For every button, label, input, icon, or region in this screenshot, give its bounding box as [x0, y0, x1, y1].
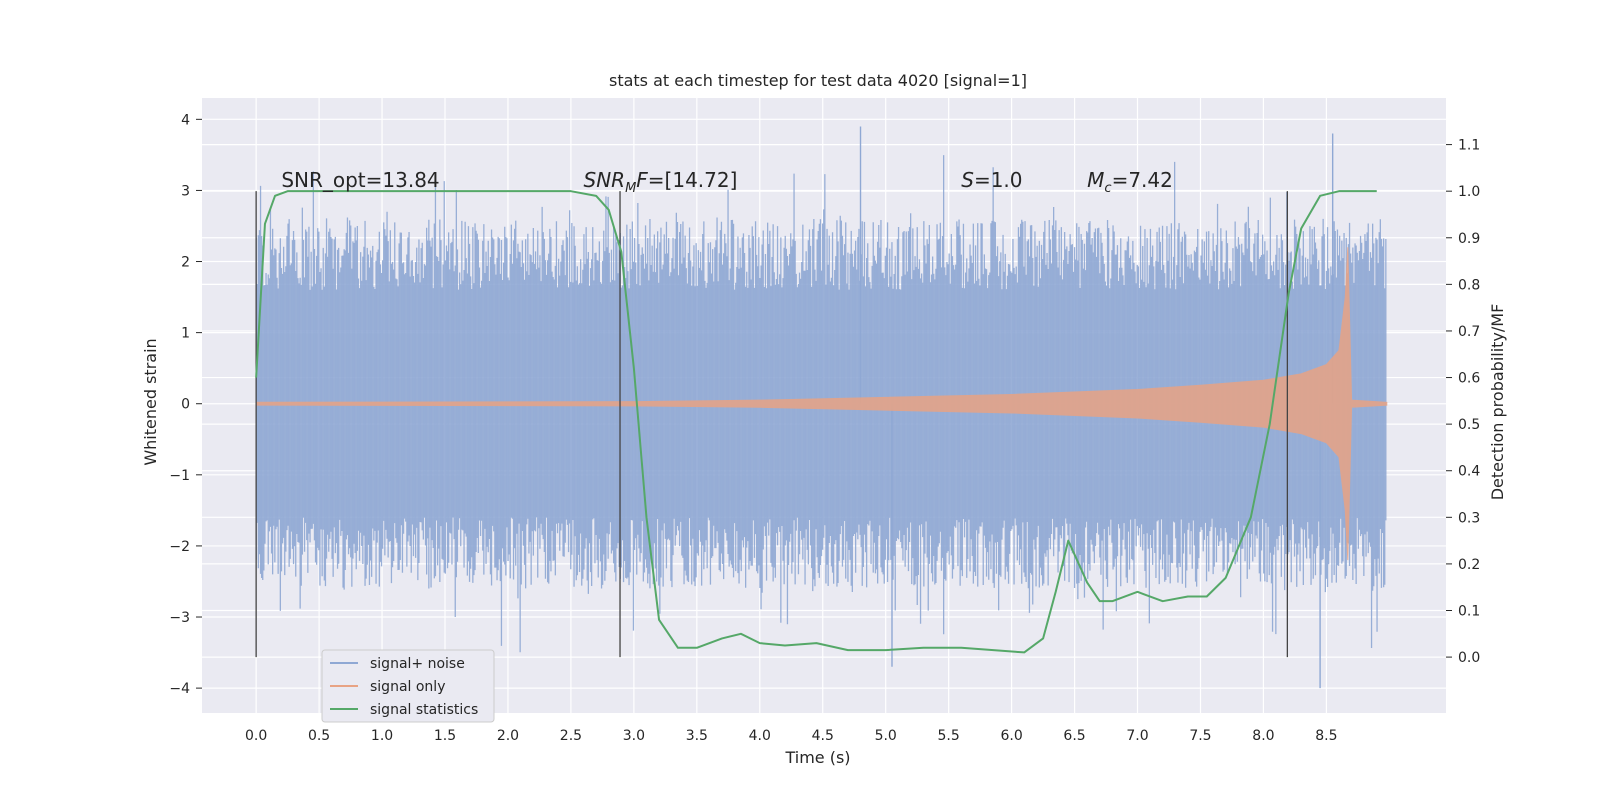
y-tick-label: −2 — [169, 539, 190, 555]
series-signal-noise — [255, 126, 1387, 689]
y-right-tick-label: 0.8 — [1458, 277, 1480, 293]
x-tick-label: 6.0 — [1000, 728, 1022, 744]
annotation: S=1.0 — [961, 168, 1022, 192]
x-tick-label: 0.5 — [308, 728, 330, 744]
y-right-tick-label: 0.3 — [1458, 510, 1480, 526]
y-axis-right-label: Detection probability/MF — [1488, 304, 1507, 501]
x-tick-label: 5.0 — [875, 728, 897, 744]
annotation: Mc=7.42 — [1087, 168, 1173, 196]
y-tick-label: 3 — [181, 183, 190, 199]
x-tick-label: 8.0 — [1252, 728, 1274, 744]
legend-label-signal-noise: signal+ noise — [370, 656, 465, 672]
y-right-tick-label: 0.7 — [1458, 324, 1480, 340]
y-right-tick-label: 0.9 — [1458, 231, 1480, 247]
signal-statistics-line — [255, 190, 1377, 654]
x-tick-label: 3.5 — [686, 728, 708, 744]
signal-only-envelope — [255, 247, 1388, 561]
y-tick-label: 0 — [181, 397, 190, 413]
chart-title: stats at each timestep for test data 402… — [609, 71, 1027, 90]
x-tick-label: 6.5 — [1063, 728, 1085, 744]
legend: signal+ noise signal only signal statist… — [321, 649, 495, 723]
annotation: SNRMF=[14.72] — [584, 168, 738, 196]
series-signal-statistics — [255, 190, 1377, 654]
x-tick-label: 8.5 — [1315, 728, 1337, 744]
tick-labels: 0.0 0.5 1.0 1.5 2.0 2.5 3.0 3.5 4.0 4.5 5.0 5.5 6.0 6… — [169, 112, 1480, 744]
vertical-markers — [255, 191, 1289, 658]
y-right-tick-label: 1.0 — [1458, 184, 1480, 200]
y-tick-label: 4 — [181, 112, 190, 128]
annotation: SNR_opt=13.84 — [281, 168, 439, 192]
x-axis-label: Time (s) — [784, 748, 850, 767]
y-right-tick-label: 1.1 — [1458, 138, 1480, 154]
legend-box — [321, 649, 495, 723]
y-axis-label: Whitened strain — [141, 338, 160, 465]
y-right-tick-label: 0.4 — [1458, 464, 1480, 480]
x-tick-label: 0.0 — [245, 728, 267, 744]
x-tick-label: 2.0 — [497, 728, 519, 744]
legend-label-signal-only: signal only — [370, 679, 445, 695]
series-signal-only — [255, 247, 1388, 561]
x-tick-label: 1.5 — [434, 728, 456, 744]
y-tick-label: −4 — [169, 681, 190, 697]
x-tick-label: 3.0 — [623, 728, 645, 744]
x-tick-label: 4.5 — [812, 728, 834, 744]
y-right-tick-label: 0.1 — [1458, 604, 1480, 620]
y-right-tick-label: 0.0 — [1458, 650, 1480, 666]
legend-label-signal-statistics: signal statistics — [370, 702, 478, 718]
x-tick-label: 7.0 — [1126, 728, 1148, 744]
y-right-tick-label: 0.6 — [1458, 371, 1480, 387]
y-tick-label: 2 — [181, 255, 190, 271]
y-right-tick-label: 0.5 — [1458, 417, 1480, 433]
y-tick-label: −3 — [169, 610, 190, 626]
y-right-tick-label: 0.2 — [1458, 557, 1480, 573]
x-tick-label: 7.5 — [1189, 728, 1211, 744]
x-tick-label: 4.0 — [749, 728, 771, 744]
y-tick-label: 1 — [181, 326, 190, 342]
y-tick-label: −1 — [169, 468, 190, 484]
annotations: SNR_opt=13.84 SNRMF=[14.72] S=1.0 Mc=7.42 — [281, 168, 1173, 196]
x-tick-label: 1.0 — [371, 728, 393, 744]
x-tick-label: 5.5 — [938, 728, 960, 744]
x-tick-label: 2.5 — [560, 728, 582, 744]
